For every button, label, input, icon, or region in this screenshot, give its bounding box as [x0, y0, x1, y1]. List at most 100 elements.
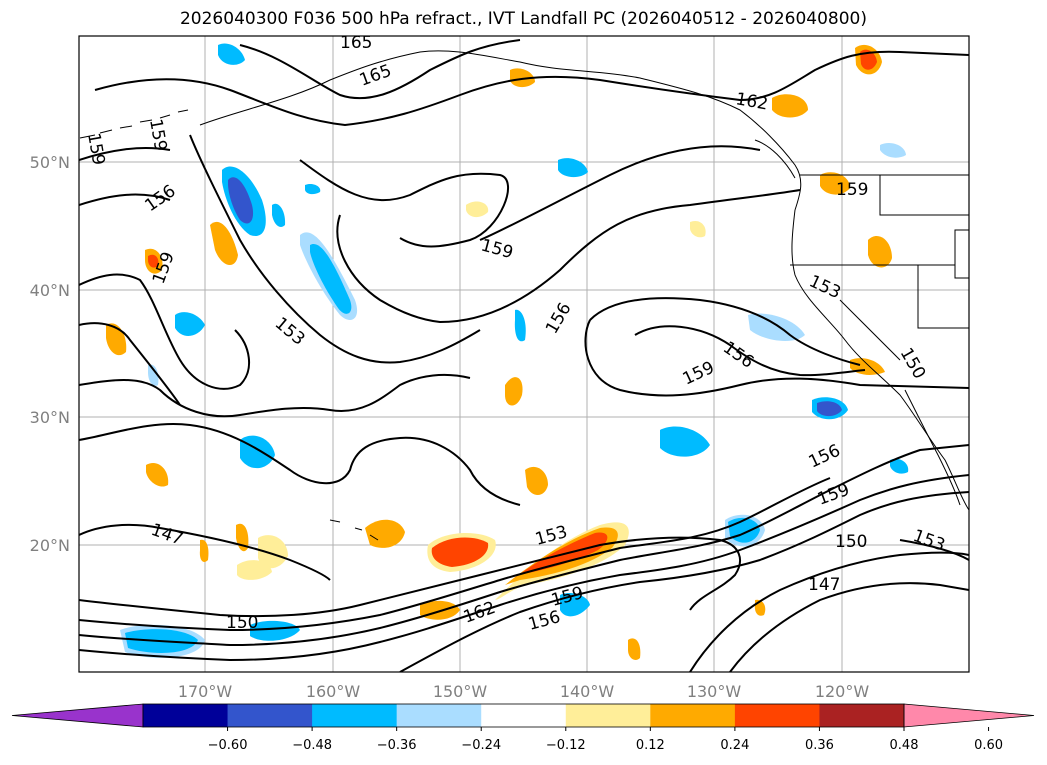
contour-147: [79, 523, 331, 581]
lat-label: 40°N: [30, 281, 70, 300]
ivt-negative-blob: [660, 426, 710, 457]
ivt-negative-blob: [817, 401, 842, 417]
colorbar-swatch: [396, 704, 482, 727]
ivt-negative-blob: [748, 313, 805, 342]
contour-165: [239, 39, 521, 100]
ivt-negative-blob: [228, 177, 254, 224]
ivt-blob: [628, 638, 641, 661]
lat-label: 30°N: [30, 408, 70, 427]
west-coast-us: [791, 209, 969, 511]
ivt-blob: [505, 377, 523, 406]
contour-label: 150: [835, 532, 867, 552]
colorbar-tick-label: −0.60: [208, 738, 248, 753]
state-border-2: [790, 229, 969, 266]
colorbar-swatch: [143, 704, 229, 727]
state-border-5: [954, 265, 969, 279]
colorbar-swatch: [312, 704, 398, 727]
map-title: 2026040300 F036 500 hPa refract., IVT La…: [179, 9, 867, 29]
colorbar-tick-label: −0.24: [461, 738, 501, 753]
ivt-blob: [466, 201, 489, 218]
ivt-blob: [868, 236, 892, 268]
longitude-labels: 170°W 160°W 150°W 140°W 130°W 120°W: [178, 682, 870, 701]
contour-150-east: [689, 551, 969, 672]
lon-label: 160°W: [306, 682, 361, 701]
contour-162-lower: [399, 491, 969, 672]
ivt-blob: [860, 49, 877, 70]
colorbar-tick-label: −0.36: [377, 738, 417, 753]
latitude-labels: 50°N 40°N 30°N 20°N: [30, 153, 70, 555]
ivt-negative-blob: [218, 43, 245, 65]
contour-label: 147: [808, 575, 840, 595]
ivt-negative-blob: [560, 593, 590, 617]
colorbar-swatch: [734, 704, 820, 727]
alaska-coast: [199, 50, 802, 211]
colorbar-swatch: [481, 704, 567, 727]
lat-label: 50°N: [30, 153, 70, 172]
ivt-negative-blob: [305, 183, 321, 195]
ivt-blob: [820, 172, 850, 195]
contour-147-east: [729, 582, 969, 672]
contour-mid-west: [79, 373, 471, 418]
contour-label: 165: [340, 33, 372, 53]
lon-label: 170°W: [178, 682, 233, 701]
contour-162: [94, 50, 969, 127]
ivt-blob: [510, 68, 535, 88]
ivt-blob: [431, 537, 489, 567]
colorbar-tick-label: 0.48: [890, 738, 919, 753]
contour-159-east: [584, 297, 969, 397]
ivt-negative-blob: [890, 458, 909, 474]
ivt-blob: [199, 539, 209, 562]
contour-153-lower: [79, 477, 831, 632]
colorbar: −0.60 −0.48 −0.36 −0.24 −0.12 0.12 0.24 0.36 0.4…: [11, 703, 1035, 753]
ivt-blob: [148, 254, 159, 268]
ivt-blob: [772, 94, 808, 118]
hawaii-islands: [329, 519, 379, 541]
colorbar-swatch: [565, 704, 651, 727]
contour-153-west: [189, 134, 481, 364]
ivt-blob: [258, 535, 288, 569]
contour-150-lower: [79, 536, 741, 618]
vancouver-island: [754, 139, 796, 179]
ivt-negative-blob: [558, 158, 588, 178]
colorbar-extend-low: [11, 703, 144, 728]
baja-california: [904, 389, 961, 506]
colorbar-swatch: [819, 704, 905, 727]
contour-156-east: [634, 325, 866, 377]
ivt-negative-blob: [310, 243, 352, 314]
contour-159-north: [79, 145, 761, 248]
ivt-negative-blob: [272, 203, 286, 227]
colorbar-tick-label: 0.36: [805, 738, 834, 753]
ivt-positive-band-max: [512, 532, 608, 580]
contour-label: 159: [836, 180, 868, 200]
ivt-negative-blob: [880, 143, 906, 158]
ivt-negative-blob: [514, 309, 526, 342]
lon-label: 120°W: [815, 682, 870, 701]
lon-label: 140°W: [560, 682, 615, 701]
colorbar-tick-label: −0.12: [546, 738, 586, 753]
map-area: [79, 36, 969, 672]
ivt-negative-blob: [148, 364, 159, 386]
ivt-negative-blob: [175, 312, 205, 336]
contour-label: 150: [226, 613, 258, 633]
state-border-4: [839, 299, 901, 361]
colorbar-swatch: [227, 704, 313, 727]
lon-label: 130°W: [687, 682, 742, 701]
state-border-1: [879, 175, 969, 216]
contour-156: [79, 189, 801, 324]
ivt-blob: [210, 221, 238, 266]
colorbar-tick-label: −0.48: [292, 738, 332, 753]
colorbar-outline: [142, 703, 905, 728]
colorbar-tick-label: 0.60: [974, 738, 1003, 753]
state-border-3: [917, 265, 969, 329]
contour-mid: [79, 423, 521, 506]
lon-label: 150°W: [433, 682, 488, 701]
ivt-blob: [525, 466, 548, 496]
colorbar-tick-label: 0.24: [720, 738, 749, 753]
contour-156-lower: [79, 444, 969, 647]
contour-east-153: [899, 539, 969, 561]
ivt-blob: [690, 220, 706, 238]
ivt-blob: [365, 519, 405, 548]
coastlines: [79, 50, 969, 541]
contour-west-loops: [79, 273, 251, 406]
